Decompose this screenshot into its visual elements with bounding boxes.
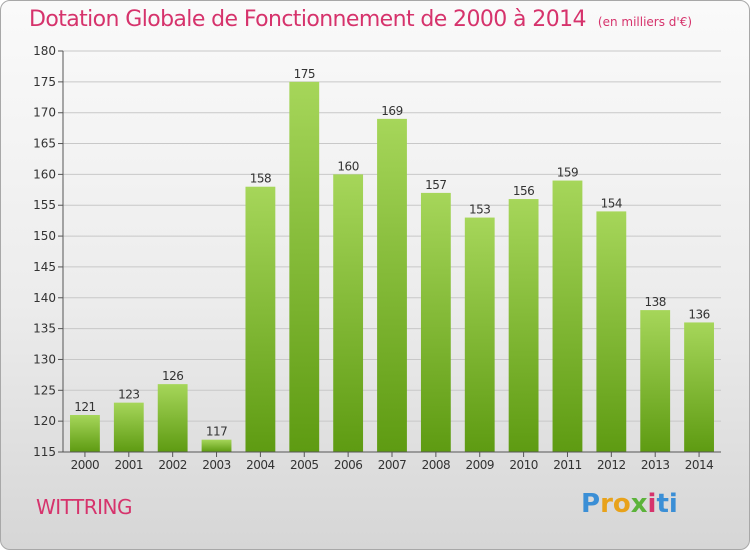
x-tick-label: 2007 xyxy=(378,458,407,472)
y-tick-label: 170 xyxy=(33,106,56,120)
bar-value-label: 136 xyxy=(688,307,709,321)
y-tick-label: 145 xyxy=(33,260,56,274)
bar xyxy=(420,192,451,452)
bar-value-label: 126 xyxy=(162,369,183,383)
bar-layer xyxy=(70,81,714,453)
x-tick-label: 2002 xyxy=(158,458,187,472)
x-tick-label: 2009 xyxy=(465,458,494,472)
bar xyxy=(684,322,714,452)
bar-value-label: 153 xyxy=(469,203,490,217)
proxiti-logo[interactable]: Proxiti xyxy=(581,489,678,519)
x-tick-label: 2013 xyxy=(641,458,670,472)
bar-value-label: 121 xyxy=(74,400,95,414)
bar-value-label: 157 xyxy=(425,178,446,192)
bar-value-label: 117 xyxy=(206,425,227,439)
x-tick-label: 2006 xyxy=(334,458,363,472)
bar-value-label: 175 xyxy=(294,67,315,81)
chart-title-text: Dotation Globale de Fonctionnement de 20… xyxy=(29,7,587,32)
bar xyxy=(333,174,364,452)
logo-letter: o xyxy=(612,489,631,519)
bar xyxy=(113,402,144,452)
x-tick-label: 2003 xyxy=(202,458,231,472)
y-tick-label: 155 xyxy=(33,198,56,212)
bar-value-label: 159 xyxy=(557,166,578,180)
y-tick-label: 115 xyxy=(33,445,56,459)
x-tick-label: 2001 xyxy=(115,458,144,472)
logo-letter: x xyxy=(630,489,648,519)
y-tick-label: 125 xyxy=(33,383,56,397)
x-tick-label: 2004 xyxy=(246,458,275,472)
x-tick-label: 2005 xyxy=(290,458,319,472)
bar xyxy=(596,211,627,452)
y-tick-label: 175 xyxy=(33,75,56,89)
y-tick-label: 150 xyxy=(33,229,56,243)
y-tick-label: 120 xyxy=(33,414,56,428)
bar xyxy=(70,414,100,452)
bar xyxy=(201,439,232,452)
x-tick-label: 2010 xyxy=(509,458,538,472)
chart-title: Dotation Globale de Fonctionnement de 20… xyxy=(29,7,692,32)
y-tick-label: 180 xyxy=(33,44,56,58)
bar-value-label: 160 xyxy=(337,159,358,173)
logo-letter: r xyxy=(600,489,613,519)
place-name: WITTRING xyxy=(36,495,133,519)
logo-letter: P xyxy=(581,489,601,519)
bar xyxy=(289,81,320,452)
y-tick-label: 135 xyxy=(33,322,56,336)
bar xyxy=(157,384,188,452)
y-tick-label: 130 xyxy=(33,352,56,366)
x-tick-label: 2011 xyxy=(553,458,582,472)
y-tick-label: 160 xyxy=(33,167,56,181)
bar xyxy=(552,180,583,453)
logo-letter: t xyxy=(656,489,669,519)
bar-value-label: 123 xyxy=(118,388,139,402)
chart-unit: (en milliers d'€) xyxy=(597,15,693,29)
bar-value-label: 138 xyxy=(644,295,665,309)
logo-letter: i xyxy=(647,489,657,519)
x-tick-label: 2012 xyxy=(597,458,626,472)
bar xyxy=(245,186,276,452)
bar xyxy=(640,310,671,452)
bar xyxy=(377,118,407,452)
bar xyxy=(464,217,495,452)
x-tick-label: 2008 xyxy=(422,458,451,472)
y-tick-label: 140 xyxy=(33,291,56,305)
bar-value-label: 156 xyxy=(513,184,534,198)
axis-layer: 115 120 125 130 135 140 145 150 155 160 165 170 175 1… xyxy=(33,44,721,472)
logo-letter: i xyxy=(668,489,678,519)
bar-value-label: 154 xyxy=(601,196,622,210)
x-tick-label: 2014 xyxy=(685,458,714,472)
x-tick-label: 2000 xyxy=(71,458,100,472)
bar-value-label: 169 xyxy=(381,104,402,118)
bar-value-label: 158 xyxy=(250,172,271,186)
y-tick-label: 165 xyxy=(33,137,56,151)
bar xyxy=(508,199,539,452)
